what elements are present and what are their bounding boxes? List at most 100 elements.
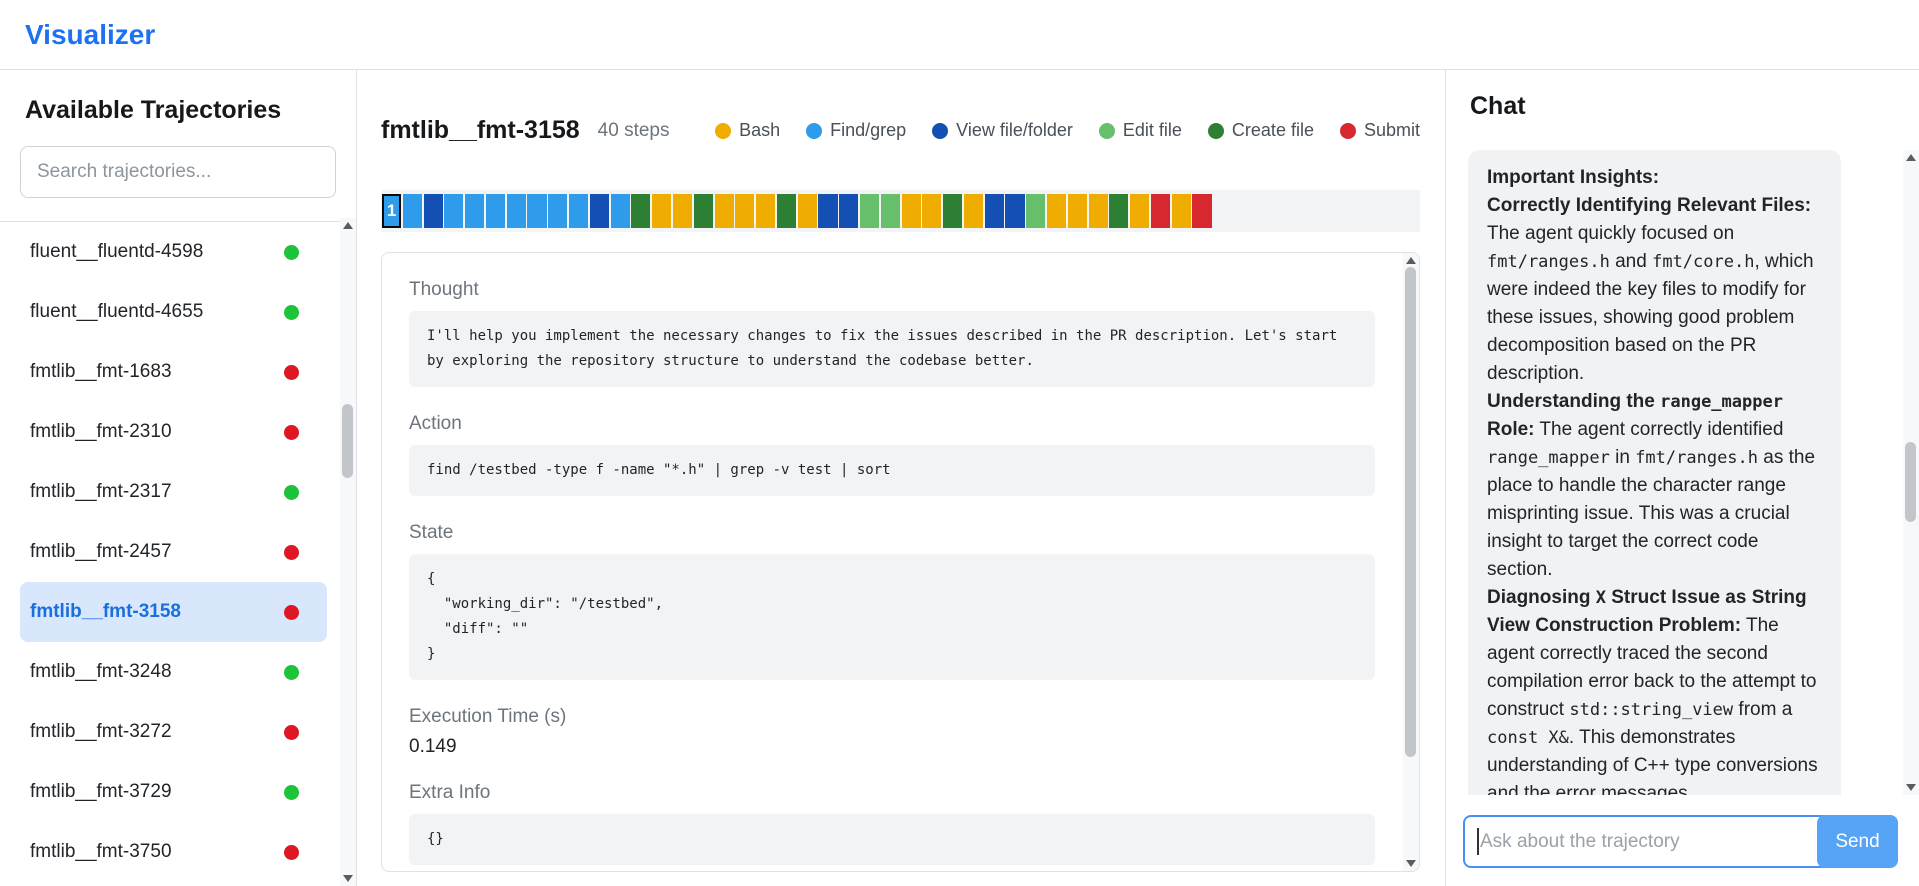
text-caret: [1477, 828, 1479, 855]
legend-dot-icon: [1207, 122, 1224, 139]
timeline-step-30[interactable]: [984, 194, 1004, 228]
step-detail-content: Thought I'll help you implement the nece…: [382, 253, 1402, 871]
timeline-step-24[interactable]: [859, 194, 880, 228]
status-dot-fail: [284, 424, 299, 440]
action-text: find /testbed -type f -name "*.h" | grep…: [427, 462, 891, 478]
timeline-step-4[interactable]: [444, 194, 464, 228]
scroll-up-icon[interactable]: [1906, 154, 1916, 161]
timeline-step-3[interactable]: [423, 194, 443, 228]
scrollbar-thumb[interactable]: [1905, 442, 1916, 522]
status-dot-pass: [284, 664, 299, 680]
trajectory-name: fmtlib__fmt-2310: [30, 421, 172, 442]
trajectory-list-item[interactable]: fmtlib__fmt-2317: [20, 462, 327, 522]
trajectory-name: fmtlib__fmt-3158: [30, 601, 181, 622]
timeline-step-18[interactable]: [735, 194, 755, 228]
trajectory-list-item[interactable]: fmtlib__fmt-2310: [20, 402, 327, 462]
timeline-step-5[interactable]: [465, 194, 485, 228]
legend-dot-icon: [932, 122, 949, 139]
legend-item: Submit: [1339, 120, 1420, 141]
action-box: find /testbed -type f -name "*.h" | grep…: [409, 445, 1375, 496]
state-box: { "working_dir": "/testbed", "diff": "" …: [409, 554, 1375, 680]
timeline-step-14[interactable]: [652, 194, 672, 228]
scroll-down-icon[interactable]: [1906, 784, 1916, 791]
chat-scrollbar[interactable]: [1903, 150, 1919, 795]
detail-scrollbar[interactable]: [1403, 253, 1419, 871]
legend-dot-icon: [1339, 122, 1356, 139]
timeline-step-9[interactable]: [548, 194, 568, 228]
timeline-step-36[interactable]: [1109, 194, 1129, 228]
app-header: Visualizer: [0, 0, 1919, 70]
legend-label: Submit: [1363, 120, 1420, 140]
trajectory-list-item[interactable]: fmtlib__fmt-3158: [20, 582, 327, 642]
timeline-step-27[interactable]: [922, 194, 942, 228]
trajectory-name: fmtlib__fmt-3750: [30, 841, 172, 862]
timeline-step-28[interactable]: [943, 194, 963, 228]
status-dot-pass: [284, 784, 299, 800]
sidebar-divider: [0, 221, 356, 222]
layout: Available Trajectories fluent__fluentd-4…: [0, 70, 1919, 886]
timeline-step-31[interactable]: [1005, 194, 1025, 228]
timeline-step-39[interactable]: [1171, 194, 1191, 228]
status-dot-fail: [284, 364, 299, 380]
timeline-step-21[interactable]: [797, 194, 817, 228]
timeline-step-11[interactable]: [589, 194, 609, 228]
scroll-down-icon[interactable]: [1406, 860, 1416, 867]
steps-count: 40 steps: [597, 119, 670, 141]
legend-item: Create file: [1207, 120, 1314, 141]
trajectory-list-item[interactable]: fmtlib__fmt-3750: [20, 822, 327, 882]
main-panel: fmtlib__fmt-3158 40 steps Bash Find/grep V…: [357, 70, 1445, 886]
chat-message: Important Insights: Correctly Identifying…: [1468, 150, 1841, 795]
chat-paragraph: Important Insights:: [1487, 167, 1660, 188]
execution-time-label: Execution Time (s): [409, 706, 567, 727]
legend-dot-icon: [806, 122, 823, 139]
timeline-step-26[interactable]: [901, 194, 921, 228]
timeline-step-38[interactable]: [1150, 194, 1170, 228]
timeline-step-23[interactable]: [839, 194, 859, 228]
scroll-up-icon[interactable]: [343, 222, 353, 229]
scrollbar-thumb[interactable]: [342, 404, 353, 478]
timeline-step-19[interactable]: [756, 194, 776, 228]
status-dot-fail: [284, 844, 299, 860]
timeline-step-25[interactable]: [880, 194, 900, 228]
scrollbar-thumb[interactable]: [1405, 267, 1416, 757]
trajectory-list-item[interactable]: fmtlib__fmt-2457: [20, 522, 327, 582]
sidebar: Available Trajectories fluent__fluentd-4…: [0, 70, 357, 886]
timeline-step-35[interactable]: [1088, 194, 1108, 228]
timeline-step-12[interactable]: [610, 194, 630, 228]
timeline-step-1[interactable]: 1: [382, 194, 402, 228]
scroll-down-icon[interactable]: [343, 875, 353, 882]
timeline-step-10[interactable]: [569, 194, 589, 228]
timeline-step-6[interactable]: [485, 194, 505, 228]
trajectory-list-item[interactable]: fmtlib__fmt-1683: [20, 342, 327, 402]
timeline-step-33[interactable]: [1047, 194, 1067, 228]
trajectory-name: fmtlib__fmt-1683: [30, 361, 172, 382]
trajectory-list-item[interactable]: fluent__fluentd-4598: [20, 222, 327, 282]
search-input[interactable]: [20, 146, 336, 198]
trajectory-name: fluent__fluentd-4598: [30, 241, 204, 262]
timeline-step-20[interactable]: [776, 194, 796, 228]
timeline-step-15[interactable]: [672, 194, 693, 228]
trajectory-list-item[interactable]: fmtlib__fmt-3729: [20, 762, 327, 822]
timeline-step-40[interactable]: [1192, 194, 1212, 228]
timeline-step-29[interactable]: [963, 194, 983, 228]
timeline-step-2[interactable]: [402, 194, 422, 228]
send-button[interactable]: Send: [1817, 815, 1898, 868]
app-title[interactable]: Visualizer: [25, 18, 156, 50]
scroll-up-icon[interactable]: [1406, 257, 1416, 264]
timeline-step-16[interactable]: [693, 194, 713, 228]
legend-label: Bash: [739, 120, 781, 140]
timeline-step-13[interactable]: [631, 194, 651, 228]
timeline-step-7[interactable]: [506, 194, 526, 228]
thought-label: Thought: [409, 279, 479, 300]
timeline-step-37[interactable]: [1130, 194, 1150, 228]
trajectory-list-item[interactable]: fluent__fluentd-4655: [20, 282, 327, 342]
timeline-step-17[interactable]: [714, 194, 734, 228]
trajectory-list-item[interactable]: fmtlib__fmt-3248: [20, 642, 327, 702]
trajectory-name: fluent__fluentd-4655: [30, 301, 204, 322]
timeline-step-8[interactable]: [527, 194, 547, 228]
timeline-step-22[interactable]: [818, 194, 838, 228]
trajectory-list-item[interactable]: fmtlib__fmt-3272: [20, 702, 327, 762]
timeline-step-34[interactable]: [1067, 194, 1087, 228]
timeline-step-32[interactable]: [1026, 194, 1046, 228]
sidebar-scrollbar[interactable]: [340, 218, 356, 886]
